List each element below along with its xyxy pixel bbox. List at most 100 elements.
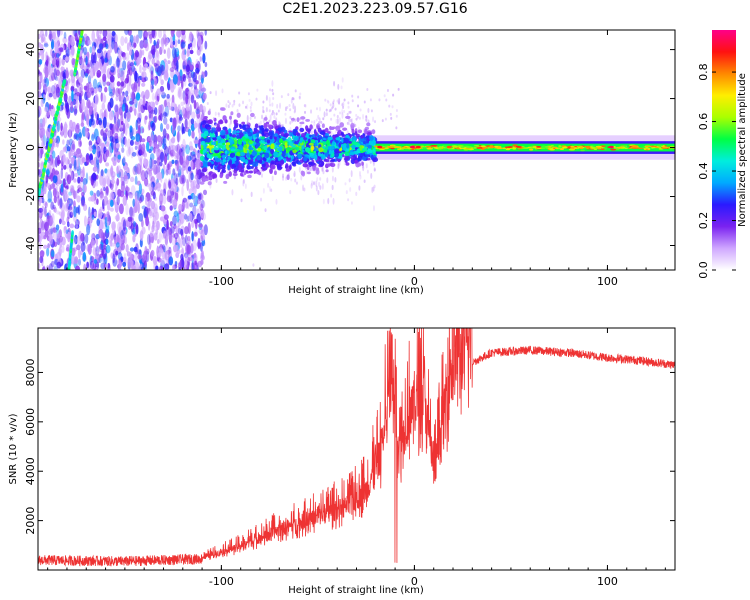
spectrogram-cell <box>178 91 184 100</box>
spectrogram-cell <box>66 174 72 185</box>
spectrogram-cell <box>239 172 244 177</box>
spectrogram-cell <box>241 121 246 125</box>
spectrogram-cell <box>197 193 203 201</box>
spectrogram-cell <box>323 111 326 118</box>
spectrogram-cell <box>305 147 311 153</box>
spectrogram-cell <box>230 111 234 116</box>
spectrogram-cell <box>225 173 230 180</box>
spectrogram-cell <box>225 103 228 108</box>
spectrogram-cell <box>104 141 110 147</box>
spectrogram-cell <box>114 187 118 197</box>
spectrogram-cell <box>154 211 159 221</box>
spectrogram-cell <box>201 105 207 114</box>
spectrogram-cell <box>182 61 186 70</box>
spectrogram-cell <box>71 30 76 37</box>
spectrogram-cell <box>106 177 111 187</box>
spectrogram-cell <box>76 195 81 203</box>
spectrogram-cell <box>57 232 62 237</box>
spectrogram-cell <box>115 95 119 102</box>
spectrogram-cell <box>191 130 195 139</box>
spectrogram-cell <box>132 165 137 176</box>
spectrogram-cell <box>139 230 144 242</box>
spectrogram-cell <box>207 126 212 130</box>
spectrogram-cell <box>314 140 318 147</box>
spectrogram-cell <box>78 76 84 84</box>
spectrogram-cell <box>70 45 75 56</box>
spectrogram-cell <box>124 124 128 136</box>
spectrogram-cell <box>69 184 75 193</box>
spectrogram-cell <box>71 255 76 265</box>
spectrogram-cell <box>120 230 124 239</box>
spectrogram-cell <box>550 148 554 150</box>
spectrogram-cell <box>120 121 124 126</box>
spectrogram-cell <box>186 179 190 191</box>
spectrogram-cell <box>182 144 186 153</box>
spectrogram-cell <box>256 132 260 139</box>
spectrogram-cell <box>325 139 330 146</box>
spectrogram-cell <box>338 117 341 124</box>
spectrogram-cell <box>104 168 108 174</box>
spectrogram-cell <box>110 179 116 184</box>
spectrogram-cell <box>128 206 134 218</box>
spectrogram-cell <box>313 181 316 186</box>
spectrogram-cell <box>54 36 60 45</box>
spectrogram-cell <box>275 112 278 116</box>
spectrogram-cell <box>116 56 120 68</box>
spectrogram-cell <box>105 244 111 254</box>
spectrogram-cell <box>171 144 176 151</box>
spectrogram-cell <box>71 89 74 102</box>
spectrogram-cell <box>77 176 81 184</box>
spectrogram-cell <box>67 205 73 211</box>
spectrogram-cell <box>238 144 244 151</box>
spectrogram-cell <box>169 67 175 73</box>
spectrogram-cell <box>159 85 165 93</box>
spectrogram-cell <box>160 37 165 47</box>
spectrogram-cell <box>128 146 131 155</box>
spectrogram-cell <box>338 142 342 148</box>
spectrogram-cell <box>113 114 117 125</box>
spectrogram-cell <box>318 160 325 167</box>
spectrogram-cell <box>139 64 142 74</box>
spectrogram-cell <box>236 151 241 157</box>
spectrogram-cell <box>180 41 186 49</box>
spectrogram-cell <box>144 76 148 82</box>
spectrogram-cell <box>117 252 123 261</box>
spectrogram-cell <box>76 244 81 251</box>
spectrogram-cell <box>269 135 273 140</box>
spectrogram-cell <box>168 256 174 266</box>
spectrogram-cell <box>560 148 564 150</box>
spectrogram-cell <box>122 55 127 61</box>
spectrogram-cell <box>60 183 64 193</box>
spectrogram-cell <box>51 150 56 159</box>
spectrogram-cell <box>225 142 231 146</box>
spectrogram-cell <box>166 228 170 240</box>
spectrogram-cell <box>113 236 117 245</box>
spectrogram-cell <box>163 49 166 54</box>
spectrogram-cell <box>242 179 245 184</box>
spectrogram-cell <box>105 211 109 224</box>
spectrogram-cell <box>156 220 160 231</box>
spectrogram-cell <box>242 100 245 105</box>
spectrogram-cell <box>154 166 160 175</box>
spectrogram-cell <box>329 145 335 151</box>
spectrogram-cell <box>50 183 55 190</box>
spectrogram-cell <box>299 117 302 121</box>
spectrogram-cell <box>536 146 542 148</box>
spectrogram-cell <box>204 30 207 36</box>
spectrogram-cell <box>134 70 138 83</box>
spectrogram-cell <box>166 219 169 231</box>
spectrogram-cell <box>246 164 251 170</box>
spectrogram-cell <box>62 139 65 145</box>
spectrogram-cell <box>110 65 115 73</box>
spectrogram-cell <box>367 144 373 149</box>
spectrogram-cell <box>229 159 233 166</box>
spectrogram-cell <box>328 150 333 155</box>
spectrogram-cell <box>74 108 78 115</box>
spectrogram-cell <box>493 145 499 148</box>
spectrogram-cell <box>102 30 108 38</box>
spectrogram-cell <box>116 165 122 173</box>
spectrogram-cell <box>166 101 171 108</box>
spectrogram-cell <box>129 139 134 146</box>
spectrogram-cell <box>184 254 188 263</box>
spectrogram-cell <box>164 244 170 251</box>
